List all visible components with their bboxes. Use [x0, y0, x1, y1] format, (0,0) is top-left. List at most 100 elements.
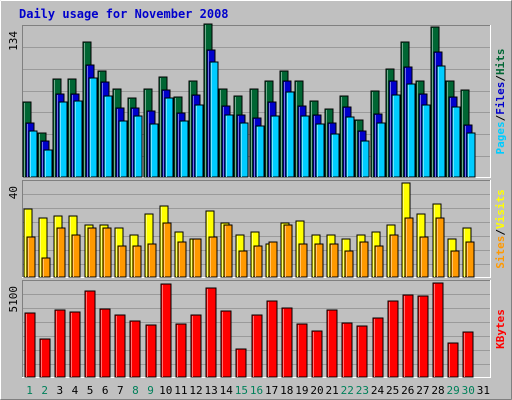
bar-pages-day-14 [224, 114, 234, 178]
legend-visits: Visits [494, 189, 507, 229]
bar-sites-day-25 [389, 234, 399, 278]
x-tick-label-day-3: 3 [57, 384, 64, 397]
bar-pages-day-10 [164, 97, 174, 178]
x-tick-label-day-24: 24 [371, 384, 385, 397]
bar-kbytes-day-22 [341, 322, 353, 378]
bar-kbytes-day-24 [372, 317, 384, 378]
bar-pages-day-21 [330, 133, 340, 178]
bar-pages-day-4 [73, 100, 83, 178]
bar-kbytes-day-19 [296, 323, 308, 378]
bar-sites-day-17 [268, 241, 278, 278]
x-tick-label-day-16: 16 [250, 384, 263, 397]
bar-kbytes-day-8 [129, 320, 141, 378]
bar-pages-day-2 [43, 149, 53, 178]
bar-sites-day-13 [208, 236, 218, 278]
bar-kbytes-day-10 [160, 283, 172, 378]
bar-sites-day-12 [192, 238, 202, 278]
series-kbytes [24, 282, 474, 378]
bar-sites-day-1 [26, 236, 36, 278]
legend-kbytes: KBytes [494, 309, 507, 349]
x-tick-label-day-23: 23 [356, 384, 369, 397]
bar-kbytes-day-25 [387, 300, 399, 378]
bar-kbytes-day-28 [432, 282, 444, 378]
bar-sites-day-30 [465, 241, 475, 278]
bar-pages-day-7 [118, 120, 128, 178]
bar-sites-day-7 [117, 245, 127, 278]
bar-pages-day-5 [88, 77, 98, 178]
bar-sites-day-6 [102, 227, 112, 278]
x-tick-label-day-5: 5 [87, 384, 94, 397]
bar-sites-day-5 [87, 227, 97, 278]
x-tick-label-day-18: 18 [280, 384, 293, 397]
bar-pages-day-28 [436, 65, 446, 178]
legend-files: Files [494, 82, 507, 115]
x-tick-label-day-27: 27 [416, 384, 429, 397]
bar-pages-day-25 [391, 94, 401, 178]
bar-sites-day-27 [419, 236, 429, 278]
x-tick-label-day-2: 2 [41, 384, 48, 397]
bar-kbytes-day-2 [39, 338, 51, 378]
bar-sites-day-29 [450, 250, 460, 278]
bar-sites-day-24 [374, 245, 384, 278]
bar-kbytes-day-12 [190, 314, 202, 378]
bar-pages-day-17 [270, 115, 280, 178]
bar-kbytes-day-7 [114, 314, 126, 378]
bar-sites-day-20 [314, 243, 324, 278]
x-tick-label-day-6: 6 [102, 384, 109, 397]
bar-pages-day-22 [345, 116, 355, 178]
x-tick-label-day-9: 9 [147, 384, 154, 397]
panel-kbytes [22, 280, 491, 378]
bar-pages-day-30 [466, 132, 476, 178]
x-tick-label-day-20: 20 [310, 384, 323, 397]
legend-separator: / [494, 75, 507, 82]
bar-kbytes-day-16 [251, 314, 263, 378]
legend-hits: Hits [494, 49, 507, 76]
x-tick-label-day-7: 7 [117, 384, 124, 397]
bar-kbytes-day-21 [326, 309, 338, 378]
bar-kbytes-day-20 [311, 330, 323, 378]
x-tick-label-day-12: 12 [189, 384, 202, 397]
bar-kbytes-day-26 [402, 294, 414, 378]
bar-pages-day-23 [360, 140, 370, 178]
bar-sites-day-26 [404, 217, 414, 278]
bar-kbytes-day-11 [175, 323, 187, 378]
bar-pages-day-3 [58, 101, 68, 178]
bar-sites-day-4 [71, 234, 81, 278]
x-tick-label-day-17: 17 [265, 384, 278, 397]
bar-pages-day-19 [300, 115, 310, 178]
bar-pages-day-9 [149, 123, 159, 178]
x-tick-label-day-4: 4 [72, 384, 79, 397]
bar-sites-day-2 [41, 257, 51, 278]
bar-kbytes-day-3 [54, 309, 66, 378]
bar-kbytes-day-23 [356, 325, 368, 378]
bar-sites-day-19 [298, 243, 308, 278]
bar-sites-day-28 [435, 217, 445, 278]
bar-pages-day-12 [194, 104, 204, 178]
x-tick-label-day-25: 25 [386, 384, 399, 397]
x-tick-label-day-11: 11 [174, 384, 187, 397]
bar-pages-day-16 [255, 125, 265, 178]
y-axis-label-hits-files-pages: Pages/Files/Hits [494, 49, 507, 155]
legend-pages: Pages [494, 121, 507, 154]
bar-sites-day-10 [162, 222, 172, 278]
bar-pages-day-20 [315, 123, 325, 178]
bar-pages-day-24 [376, 122, 386, 178]
bar-pages-day-1 [28, 130, 38, 178]
bar-pages-day-11 [179, 120, 189, 178]
bar-pages-day-29 [451, 106, 461, 178]
x-tick-label-day-28: 28 [431, 384, 444, 397]
chart-title: Daily usage for November 2008 [19, 7, 229, 21]
bar-sites-day-8 [132, 245, 142, 278]
bar-pages-day-8 [133, 115, 143, 178]
y-axis-label-visits-sites: Sites/Visits [494, 189, 507, 269]
bar-kbytes-day-30 [462, 331, 474, 378]
bar-kbytes-day-6 [99, 308, 111, 378]
bar-kbytes-day-27 [417, 295, 429, 378]
bar-kbytes-day-5 [84, 290, 96, 378]
x-tick-label-day-10: 10 [159, 384, 172, 397]
x-tick-label-day-15: 15 [235, 384, 248, 397]
legend-separator: / [494, 114, 507, 121]
bar-sites-day-16 [253, 245, 263, 278]
x-tick-label-day-8: 8 [132, 384, 139, 397]
bar-sites-day-21 [329, 243, 339, 278]
